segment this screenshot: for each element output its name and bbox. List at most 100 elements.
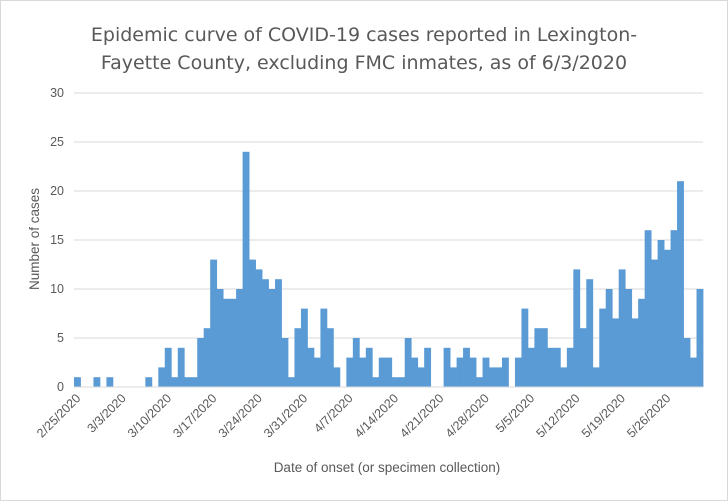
bar [184, 377, 192, 387]
bar [203, 328, 211, 387]
x-tick-label: 4/28/2020 [443, 391, 492, 440]
x-tick-label: 3/31/2020 [261, 391, 310, 440]
bar [631, 318, 639, 387]
x-tick-label: 3/10/2020 [125, 391, 174, 440]
bar [287, 377, 295, 387]
bar [320, 308, 328, 387]
bar [456, 357, 464, 387]
bar [527, 347, 535, 387]
bar [417, 367, 425, 387]
bar [540, 328, 548, 387]
x-tick-label: 4/21/2020 [397, 391, 446, 440]
bar [424, 347, 432, 387]
x-tick-label: 3/24/2020 [216, 391, 265, 440]
bar [612, 318, 620, 387]
bar [307, 347, 315, 387]
x-tick-label: 5/19/2020 [579, 391, 628, 440]
bar [573, 269, 581, 387]
bar [592, 367, 600, 387]
bar [229, 298, 237, 387]
y-tick-label: 10 [50, 282, 64, 296]
bar [385, 357, 393, 387]
chart-title-line-1: Epidemic curve of COVID-19 cases reporte… [91, 24, 637, 46]
y-tick-label: 5 [57, 331, 64, 345]
x-tick-label: 4/14/2020 [352, 391, 401, 440]
x-tick-label: 4/7/2020 [311, 391, 355, 435]
bar [586, 279, 594, 387]
bar [566, 347, 574, 387]
bar [696, 289, 704, 387]
bar [443, 347, 451, 387]
bar [664, 249, 671, 387]
bar [391, 377, 399, 387]
bar [690, 357, 697, 387]
bar [197, 338, 205, 387]
bar [495, 367, 503, 387]
y-tick-label: 25 [50, 135, 64, 149]
bar [333, 367, 341, 387]
bar [300, 308, 308, 387]
bar [210, 259, 218, 387]
bar [398, 377, 406, 387]
bars [74, 151, 704, 387]
bar [255, 269, 263, 387]
x-tick-label: 3/17/2020 [170, 391, 219, 440]
bar [236, 289, 243, 387]
gridlines [74, 92, 703, 339]
bar [346, 357, 354, 387]
bar [359, 357, 367, 387]
x-tick-label: 5/12/2020 [533, 391, 582, 440]
bar [171, 377, 179, 387]
bar [501, 357, 509, 387]
bar [242, 151, 250, 387]
bar [547, 347, 555, 387]
bar [223, 298, 231, 387]
bar [579, 328, 587, 387]
bar [262, 279, 269, 387]
bar [190, 377, 198, 387]
bar [372, 377, 380, 387]
bar [313, 357, 321, 387]
bar [177, 347, 185, 387]
bar [657, 240, 665, 387]
bar [249, 259, 256, 387]
bar [216, 289, 224, 387]
x-tick-label: 5/5/2020 [493, 391, 537, 435]
y-tick-label: 30 [50, 86, 64, 100]
x-tick-label: 3/3/2020 [84, 391, 128, 435]
bar [145, 377, 153, 387]
bar [469, 357, 477, 387]
bar [281, 338, 289, 387]
y-axis-ticks: 0 5 10 15 20 25 30 [50, 86, 64, 394]
x-axis-ticks: 2/25/2020 3/3/20203/10/20203/17/20203/24/… [34, 391, 673, 440]
bar [534, 328, 542, 387]
bar [463, 347, 470, 387]
bar [268, 289, 276, 387]
bar [638, 298, 646, 387]
y-tick-label: 20 [50, 184, 64, 198]
bar [294, 328, 302, 387]
bar [74, 377, 81, 387]
bar [450, 367, 457, 387]
bar [158, 367, 166, 387]
bar [514, 357, 522, 387]
y-tick-label: 15 [50, 233, 64, 247]
bar [618, 269, 626, 387]
bar [164, 347, 172, 387]
bar [275, 279, 282, 387]
x-tick-label: 2/25/2020 [34, 391, 83, 440]
bar [677, 181, 684, 387]
y-axis-title: Number of cases [27, 188, 42, 290]
chart-title-line-2: Fayette County, excluding FMC inmates, a… [101, 52, 627, 74]
bar [404, 338, 412, 387]
bar [476, 377, 483, 387]
bar [326, 328, 334, 387]
x-axis-title: Date of onset (or specimen collection) [274, 460, 501, 475]
bar [670, 230, 678, 387]
bar [644, 230, 652, 387]
bar [378, 357, 386, 387]
y-tick-label: 0 [57, 380, 64, 394]
bar [605, 289, 613, 387]
